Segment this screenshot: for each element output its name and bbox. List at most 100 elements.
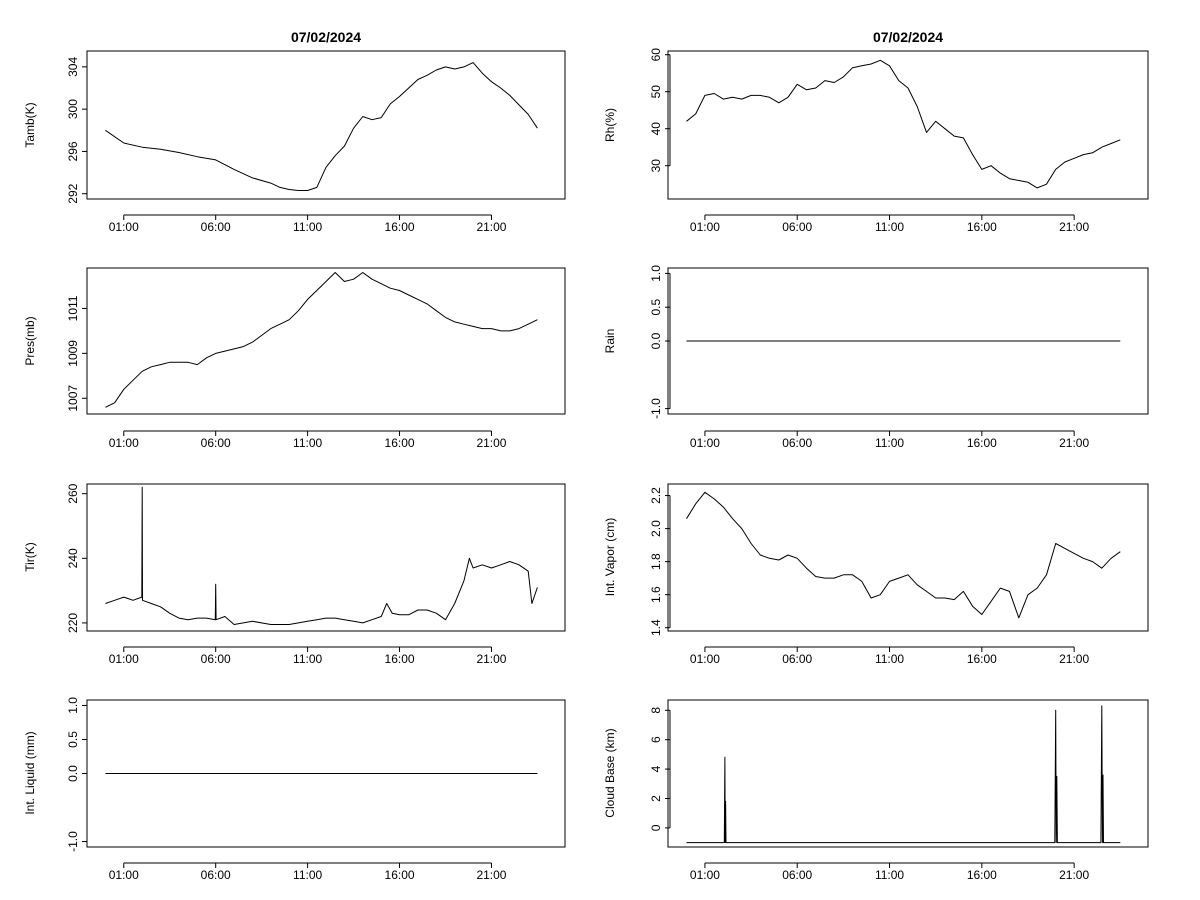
y-axis-label: Pres(mb) (23, 316, 37, 365)
y-tick-label: 0.0 (66, 765, 80, 782)
y-axis-label: Tamb(K) (23, 102, 37, 147)
x-tick-label: 11:00 (293, 436, 322, 450)
panel-tamb: 07/02/2024 Tamb(K) 01:00 06:00 11:00 16:00 2… (23, 29, 566, 234)
x-tick-label: 01:00 (109, 220, 139, 234)
x-tick-label: 06:00 (782, 436, 812, 450)
y-tick-label: 304 (66, 57, 80, 77)
plot-frame (86, 483, 566, 632)
y-tick-label: 40 (649, 122, 663, 136)
x-tick-label: 21:00 (1059, 652, 1089, 666)
panel-liquid: Int. Liquid (mm) 01:00 06:00 11:00 16:00 21:… (23, 697, 566, 882)
chart-title: 07/02/2024 (873, 29, 943, 45)
panel-vapor: Int. Vapor (cm) 01:00 06:00 11:00 16:00 21:0… (603, 483, 1149, 666)
x-tick-label: 01:00 (690, 220, 720, 234)
y-tick-label: 1007 (66, 385, 80, 412)
series-line (105, 486, 538, 625)
panel-rain: Rain 01:00 06:00 11:00 16:00 21:00 -1.0 0.0 0.5… (603, 265, 1149, 450)
panel-cloud: Cloud Base (km) 01:00 06:00 11:00 16:00 21:0… (603, 699, 1149, 882)
x-tick-label: 16:00 (967, 436, 997, 450)
y-tick-label: 2 (649, 795, 663, 802)
y-tick-label: 1.6 (649, 586, 663, 603)
panel-pres: Pres(mb) 01:00 06:00 11:00 16:00 21:00 1007 10… (23, 267, 566, 450)
y-tick-label: 300 (66, 99, 80, 119)
y-tick-label: 240 (66, 548, 80, 568)
y-axis-label: Tir(K) (23, 542, 37, 572)
chart-title: 07/02/2024 (291, 29, 361, 45)
x-tick-label: 16:00 (967, 868, 997, 882)
y-tick-label: 2.2 (649, 487, 663, 504)
series-line (686, 491, 1121, 619)
plot-frame (86, 267, 566, 415)
x-tick-label: 21:00 (1059, 220, 1089, 234)
x-tick-label: 01:00 (690, 868, 720, 882)
x-tick-label: 21:00 (476, 436, 506, 450)
y-tick-label: 50 (649, 85, 663, 99)
x-tick-label: 11:00 (875, 868, 904, 882)
x-tick-label: 21:00 (476, 868, 506, 882)
x-tick-label: 01:00 (109, 652, 139, 666)
x-tick-label: 21:00 (1059, 436, 1089, 450)
y-tick-label: 1.4 (649, 619, 663, 636)
x-tick-label: 11:00 (875, 220, 904, 234)
plot-frame (86, 50, 566, 200)
panel-tir: Tir(K) 01:00 06:00 11:00 16:00 21:00 220 240 26… (23, 483, 566, 666)
y-tick-label: 0.0 (649, 332, 663, 349)
y-tick-label: 292 (66, 183, 80, 203)
x-tick-label: 16:00 (967, 220, 997, 234)
x-tick-label: 06:00 (201, 868, 231, 882)
panel-rh: 07/02/2024 Rh(%) 01:00 06:00 11:00 16:00 21:… (603, 29, 1149, 234)
y-tick-label: -1.0 (649, 398, 663, 419)
x-tick-label: 11:00 (293, 652, 322, 666)
x-tick-label: 16:00 (385, 436, 415, 450)
y-axis-label: Cloud Base (km) (603, 728, 617, 817)
y-tick-label: 30 (649, 159, 663, 173)
y-tick-label: -1.0 (66, 831, 80, 852)
x-tick-label: 01:00 (690, 436, 720, 450)
x-tick-label: 11:00 (875, 436, 904, 450)
series-line (105, 272, 538, 408)
y-axis-label: Rh(%) (603, 108, 617, 142)
y-axis-label: Rain (603, 329, 617, 354)
x-tick-label: 16:00 (385, 652, 415, 666)
y-tick-label: 296 (66, 141, 80, 161)
y-tick-label: 1.0 (649, 265, 663, 282)
series-line (686, 59, 1121, 189)
y-tick-label: 4 (649, 765, 663, 772)
y-tick-label: 220 (66, 613, 80, 633)
y-axis-label: Int. Vapor (cm) (603, 518, 617, 596)
plot-frame (667, 699, 1149, 848)
y-tick-label: 60 (649, 48, 663, 62)
y-axis-label: Int. Liquid (mm) (23, 731, 37, 814)
y-tick-label: 0.5 (66, 731, 80, 748)
x-tick-label: 06:00 (201, 436, 231, 450)
x-tick-label: 01:00 (109, 436, 139, 450)
y-tick-label: 0.5 (649, 299, 663, 316)
y-tick-label: 260 (66, 483, 80, 503)
x-tick-label: 11:00 (293, 868, 322, 882)
x-tick-label: 16:00 (967, 652, 997, 666)
series-line (686, 705, 1121, 844)
y-tick-label: 1.8 (649, 553, 663, 570)
y-tick-label: 1.0 (66, 697, 80, 714)
x-tick-label: 11:00 (875, 652, 904, 666)
x-tick-label: 16:00 (385, 868, 415, 882)
x-tick-label: 06:00 (782, 652, 812, 666)
x-tick-label: 21:00 (476, 220, 506, 234)
plot-frame (667, 50, 1149, 200)
x-tick-label: 06:00 (201, 220, 231, 234)
series-line (105, 62, 538, 191)
x-tick-label: 21:00 (1059, 868, 1089, 882)
y-tick-label: 0 (649, 824, 663, 831)
y-tick-label: 2.0 (649, 520, 663, 537)
y-tick-label: 6 (649, 736, 663, 743)
x-tick-label: 16:00 (385, 220, 415, 234)
plot-frame (667, 483, 1149, 632)
x-tick-label: 01:00 (690, 652, 720, 666)
y-tick-label: 8 (649, 707, 663, 714)
x-tick-label: 11:00 (293, 220, 322, 234)
x-tick-label: 01:00 (109, 868, 139, 882)
y-tick-label: 1011 (66, 295, 80, 321)
x-tick-label: 06:00 (782, 220, 812, 234)
x-tick-label: 21:00 (476, 652, 506, 666)
